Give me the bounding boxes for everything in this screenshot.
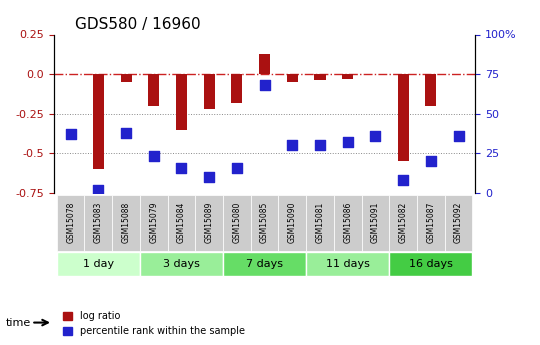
- Bar: [204, 74, 215, 109]
- Point: [150, 154, 158, 159]
- Bar: [176, 74, 187, 129]
- FancyBboxPatch shape: [140, 252, 223, 276]
- Text: 16 days: 16 days: [409, 259, 453, 269]
- FancyBboxPatch shape: [389, 195, 417, 251]
- Text: GDS580 / 16960: GDS580 / 16960: [75, 17, 201, 32]
- Text: 3 days: 3 days: [163, 259, 200, 269]
- Text: GSM15088: GSM15088: [122, 202, 131, 243]
- Point: [177, 165, 186, 170]
- Point: [288, 142, 296, 148]
- Bar: [231, 74, 242, 102]
- Text: 7 days: 7 days: [246, 259, 283, 269]
- FancyBboxPatch shape: [167, 195, 195, 251]
- FancyBboxPatch shape: [362, 195, 389, 251]
- Bar: [426, 74, 436, 106]
- Point: [343, 139, 352, 145]
- Bar: [314, 74, 326, 80]
- Bar: [93, 74, 104, 169]
- Bar: [397, 74, 409, 161]
- FancyBboxPatch shape: [57, 252, 140, 276]
- FancyBboxPatch shape: [251, 195, 279, 251]
- FancyBboxPatch shape: [195, 195, 223, 251]
- Text: GSM15090: GSM15090: [288, 202, 297, 243]
- Text: GSM15078: GSM15078: [66, 202, 75, 243]
- Text: GSM15083: GSM15083: [94, 202, 103, 243]
- FancyBboxPatch shape: [306, 195, 334, 251]
- Point: [205, 174, 213, 180]
- Bar: [120, 74, 132, 82]
- Text: GSM15085: GSM15085: [260, 202, 269, 243]
- FancyBboxPatch shape: [223, 252, 306, 276]
- Text: GSM15091: GSM15091: [371, 202, 380, 243]
- Text: GSM15080: GSM15080: [232, 202, 241, 243]
- Text: GSM15092: GSM15092: [454, 202, 463, 243]
- FancyBboxPatch shape: [389, 252, 472, 276]
- Point: [260, 82, 269, 88]
- Point: [427, 158, 435, 164]
- Text: GSM15081: GSM15081: [315, 202, 325, 243]
- FancyBboxPatch shape: [306, 252, 389, 276]
- Text: time: time: [5, 318, 31, 327]
- Point: [66, 131, 75, 137]
- Point: [454, 133, 463, 139]
- FancyBboxPatch shape: [445, 195, 472, 251]
- Bar: [342, 74, 353, 79]
- FancyBboxPatch shape: [112, 195, 140, 251]
- Point: [399, 177, 408, 183]
- Point: [122, 130, 130, 136]
- Text: GSM15089: GSM15089: [205, 202, 214, 243]
- Point: [371, 133, 380, 139]
- Text: GSM15086: GSM15086: [343, 202, 352, 243]
- FancyBboxPatch shape: [57, 195, 84, 251]
- FancyBboxPatch shape: [417, 195, 445, 251]
- Text: GSM15082: GSM15082: [399, 202, 408, 243]
- FancyBboxPatch shape: [279, 195, 306, 251]
- Text: GSM15079: GSM15079: [149, 202, 158, 243]
- Bar: [287, 74, 298, 82]
- Point: [94, 187, 103, 193]
- FancyBboxPatch shape: [223, 195, 251, 251]
- Point: [316, 142, 325, 148]
- FancyBboxPatch shape: [140, 195, 167, 251]
- Text: 11 days: 11 days: [326, 259, 370, 269]
- FancyBboxPatch shape: [334, 195, 362, 251]
- Point: [233, 165, 241, 170]
- FancyBboxPatch shape: [84, 195, 112, 251]
- Bar: [148, 74, 159, 106]
- Legend: log ratio, percentile rank within the sample: log ratio, percentile rank within the sa…: [59, 307, 249, 340]
- Bar: [259, 53, 270, 74]
- Text: 1 day: 1 day: [83, 259, 114, 269]
- Text: GSM15084: GSM15084: [177, 202, 186, 243]
- Text: GSM15087: GSM15087: [427, 202, 435, 243]
